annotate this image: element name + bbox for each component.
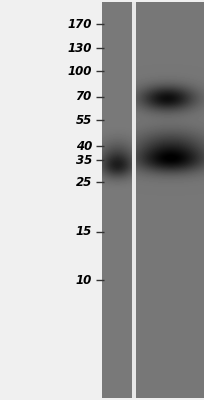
- Text: 25: 25: [75, 176, 92, 188]
- Text: 70: 70: [75, 90, 92, 103]
- Text: 40: 40: [75, 140, 92, 152]
- Text: 55: 55: [75, 114, 92, 126]
- Text: 10: 10: [75, 274, 92, 286]
- Text: 35: 35: [75, 154, 92, 166]
- Bar: [132, 2, 136, 398]
- Text: 170: 170: [68, 18, 92, 30]
- Text: 130: 130: [68, 42, 92, 54]
- Text: 100: 100: [68, 65, 92, 78]
- Text: 15: 15: [75, 226, 92, 238]
